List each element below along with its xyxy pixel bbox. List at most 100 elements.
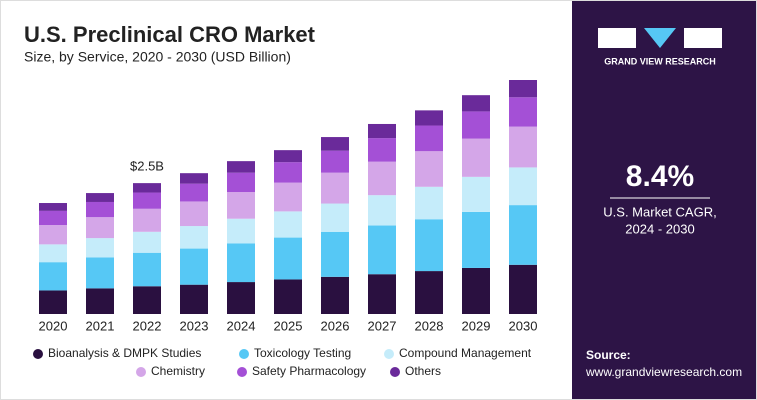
x-tick-label: 2026 — [321, 318, 350, 333]
bar-segment — [180, 248, 208, 285]
bar-segment — [133, 286, 161, 314]
logo-block — [598, 28, 636, 48]
bar-segment — [415, 110, 443, 126]
x-tick-label: 2023 — [180, 318, 209, 333]
bar-segment — [368, 274, 396, 314]
cagr-label: U.S. Market CAGR, — [603, 204, 716, 219]
source-url: www.grandviewresearch.com — [585, 365, 742, 379]
bar-segment — [321, 276, 349, 314]
bar-segment — [227, 218, 255, 244]
bar-segment — [39, 210, 67, 226]
bar-segment — [86, 193, 114, 202]
bar-segment — [415, 271, 443, 314]
x-tick-label: 2022 — [133, 318, 162, 333]
x-tick-label: 2020 — [39, 318, 68, 333]
x-tick-label: 2029 — [462, 318, 491, 333]
bar-segment — [180, 226, 208, 249]
bar-segment — [509, 205, 537, 265]
x-tick-label: 2021 — [86, 318, 115, 333]
bar-segment — [321, 172, 349, 204]
logo-block — [684, 28, 722, 48]
bar-segment — [274, 150, 302, 163]
bar-segment — [86, 201, 114, 218]
bar-segment — [39, 262, 67, 291]
bar-segment — [274, 211, 302, 238]
value-label: $2.5B — [130, 159, 164, 174]
bar-segment — [227, 243, 255, 283]
bar-segment — [133, 208, 161, 232]
bar-segment — [415, 151, 443, 187]
x-tick-label: 2030 — [509, 318, 538, 333]
bar-segment — [509, 126, 537, 168]
x-tick-label: 2028 — [415, 318, 444, 333]
bar-segment — [133, 192, 161, 209]
bar-segment — [86, 238, 114, 258]
bar-segment — [86, 217, 114, 239]
bar-segment — [180, 183, 208, 202]
legend-label: Bioanalysis & DMPK Studies — [48, 346, 201, 360]
bar-segment — [133, 252, 161, 287]
bar-segment — [227, 172, 255, 193]
bar-segment — [462, 95, 490, 112]
bar-segment — [321, 203, 349, 232]
bar-segment — [227, 161, 255, 173]
bar-segment — [462, 267, 490, 314]
bar-segment — [86, 288, 114, 314]
legend-label: Toxicology Testing — [254, 346, 351, 360]
bar-segment — [180, 173, 208, 184]
chart-title: U.S. Preclinical CRO Market — [24, 22, 316, 47]
bar-segment — [368, 123, 396, 139]
bar-segment — [368, 225, 396, 275]
logo-block — [644, 28, 676, 48]
bar-segment — [462, 111, 490, 139]
bar-segment — [321, 231, 349, 277]
legend-label: Chemistry — [151, 364, 205, 378]
bar-segment — [274, 162, 302, 183]
legend-marker — [390, 367, 400, 377]
bar-segment — [274, 182, 302, 212]
x-tick-label: 2024 — [227, 318, 256, 333]
bar-segment — [462, 211, 490, 268]
bar-segment — [39, 244, 67, 263]
bar-segment — [509, 80, 537, 98]
bar-segment — [227, 282, 255, 314]
legend-marker — [239, 349, 249, 359]
legend-marker — [384, 349, 394, 359]
bar-segment — [180, 284, 208, 314]
legend-label: Others — [405, 364, 441, 378]
legend-label: Safety Pharmacology — [252, 364, 366, 378]
x-tick-label: 2027 — [368, 318, 397, 333]
bar-segment — [509, 264, 537, 314]
legend-marker — [237, 367, 247, 377]
bar-segment — [274, 237, 302, 280]
bar-segment — [509, 167, 537, 206]
legend-label: Compound Management — [399, 346, 532, 360]
bar-segment — [368, 161, 396, 196]
cagr-value: 8.4% — [626, 160, 694, 193]
x-tick-label: 2025 — [274, 318, 303, 333]
bar-segment — [227, 192, 255, 219]
bar-segment — [321, 150, 349, 173]
bar-segment — [368, 138, 396, 162]
bar-segment — [39, 290, 67, 314]
bar-segment — [415, 219, 443, 272]
bar-segment — [133, 231, 161, 253]
bar-segment — [415, 125, 443, 152]
bar-segment — [462, 138, 490, 177]
bar-segment — [274, 279, 302, 314]
bar-segment — [462, 176, 490, 212]
chart-subtitle: Size, by Service, 2020 - 2030 (USD Billi… — [24, 49, 291, 65]
legend-marker — [33, 349, 43, 359]
brand: GRAND VIEW RESEARCH — [604, 56, 716, 66]
bar-segment — [321, 137, 349, 151]
bar-segment — [368, 195, 396, 226]
bar-segment — [86, 257, 114, 289]
logo — [598, 28, 722, 48]
bar-segment — [509, 97, 537, 127]
bar-segment — [415, 186, 443, 220]
side-panel — [572, 1, 756, 399]
cagr-period: 2024 - 2030 — [625, 221, 694, 236]
bar-segment — [133, 183, 161, 193]
legend-marker — [136, 367, 146, 377]
